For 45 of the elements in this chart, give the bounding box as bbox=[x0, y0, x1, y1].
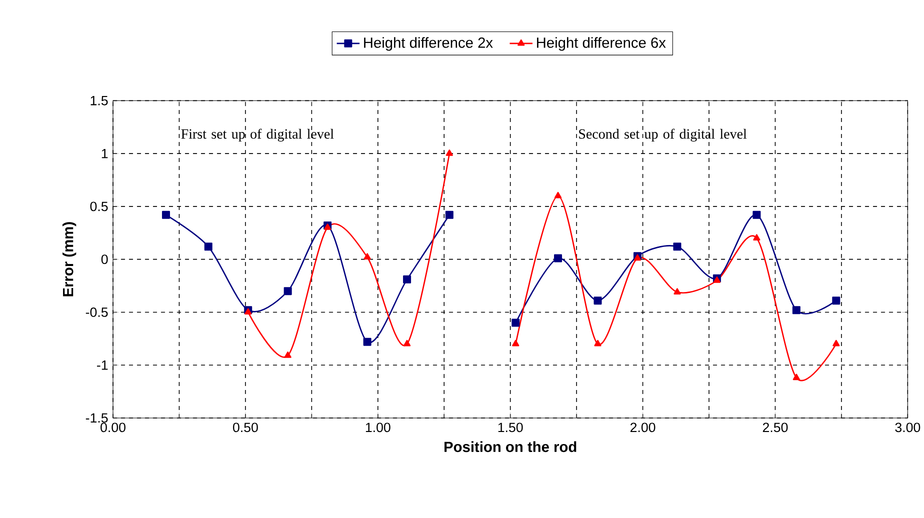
annotation: First set up of digital level bbox=[181, 128, 334, 142]
point bbox=[594, 340, 602, 346]
annotation: Second set up of digital level bbox=[579, 128, 747, 142]
y-tick-label: -1 bbox=[97, 360, 108, 370]
point bbox=[324, 224, 332, 230]
x-tick-label: 2.50 bbox=[762, 422, 788, 432]
point bbox=[832, 340, 840, 346]
point bbox=[204, 242, 212, 251]
point bbox=[364, 253, 371, 260]
x-tick-label: 1.50 bbox=[498, 422, 523, 432]
x-tick-label: 0.00 bbox=[100, 422, 126, 432]
point bbox=[512, 318, 520, 327]
x-axis-title: Position on the rod bbox=[444, 441, 576, 452]
x-tick-label: 2.00 bbox=[630, 422, 656, 432]
y-tick-label: -1.5 bbox=[86, 413, 108, 423]
point bbox=[284, 287, 292, 296]
y-tick-label: 0.5 bbox=[90, 202, 108, 212]
point bbox=[363, 338, 372, 346]
point bbox=[752, 210, 761, 219]
legend-label: Height difference 2x bbox=[364, 37, 493, 51]
point bbox=[673, 242, 682, 251]
point bbox=[753, 234, 760, 241]
point bbox=[446, 150, 453, 156]
point bbox=[554, 192, 562, 198]
point bbox=[512, 340, 520, 346]
point bbox=[832, 296, 840, 305]
point bbox=[674, 288, 681, 294]
x-tick-label: 3.00 bbox=[895, 422, 920, 432]
y-tick-label: -0.5 bbox=[86, 308, 108, 317]
point bbox=[445, 210, 454, 219]
x-tick-label: 1.00 bbox=[366, 422, 390, 432]
y-axis-title: Error (mm) bbox=[62, 222, 76, 296]
legend-label: Height difference 6x bbox=[537, 37, 666, 51]
point bbox=[403, 275, 412, 284]
x-tick-label: 0.50 bbox=[232, 422, 258, 432]
y-tick-label: 1.5 bbox=[90, 96, 108, 106]
point bbox=[792, 374, 800, 380]
point bbox=[284, 352, 292, 358]
point bbox=[792, 306, 800, 314]
point bbox=[162, 210, 170, 219]
point bbox=[403, 340, 411, 346]
y-tick-label: 1 bbox=[102, 148, 108, 158]
point bbox=[554, 254, 562, 262]
y-tick-label: 0 bbox=[101, 254, 108, 264]
point bbox=[594, 296, 602, 305]
